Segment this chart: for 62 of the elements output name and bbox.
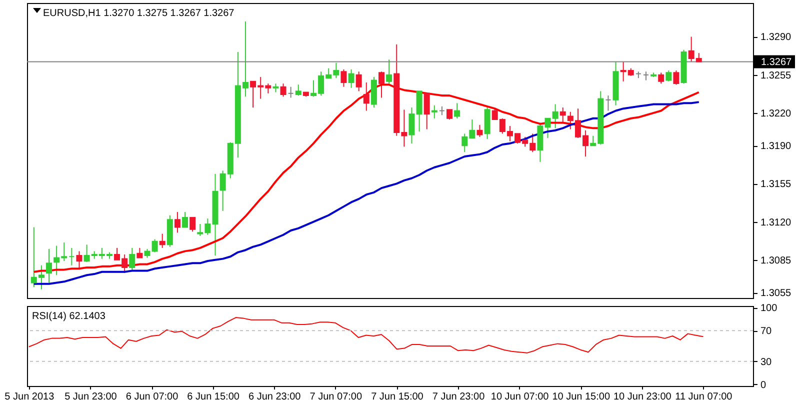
candlestick xyxy=(370,76,377,108)
candlestick xyxy=(363,82,370,112)
candlestick xyxy=(295,84,302,96)
candlestick xyxy=(348,68,354,88)
candlestick xyxy=(605,95,612,112)
y-tick-label: 1.3255 xyxy=(760,70,792,82)
candlestick xyxy=(431,104,438,119)
candlestick xyxy=(68,247,75,266)
candlestick xyxy=(340,68,347,88)
candlestick xyxy=(76,250,82,270)
y-tick-label: 30 xyxy=(760,356,772,368)
x-tick-label: 5 Jun 2013 xyxy=(4,392,55,400)
candlestick xyxy=(552,104,558,129)
candlestick xyxy=(642,71,649,81)
y-tick-label: 0 xyxy=(760,380,766,391)
y-tick-label: 100 xyxy=(760,303,778,314)
y-tick-label: 1.3120 xyxy=(760,217,792,228)
chart-title: RSI(14) 62.1403 xyxy=(32,311,106,322)
candlestick xyxy=(356,71,362,92)
candlestick xyxy=(666,70,672,82)
x-tick-label: 11 Jun 07:00 xyxy=(675,392,733,400)
candlestick xyxy=(386,59,392,84)
candlestick xyxy=(484,106,490,140)
x-tick-label: 10 Jun 07:00 xyxy=(490,392,550,400)
x-tick-label: 6 Jun 23:00 xyxy=(248,392,302,400)
y-tick-label: 1.3155 xyxy=(760,179,792,190)
x-tick-label: 7 Jun 15:00 xyxy=(371,392,424,400)
candlestick xyxy=(673,70,680,86)
candlestick xyxy=(454,102,460,119)
y-tick-label: 1.3055 xyxy=(760,288,792,300)
candlestick xyxy=(424,92,430,130)
y-tick-label: 1.3220 xyxy=(760,108,792,120)
candlestick xyxy=(159,233,166,248)
x-tick-label: 6 Jun 15:00 xyxy=(187,392,240,400)
candlestick xyxy=(560,107,566,124)
candlestick xyxy=(288,86,294,98)
y-tick-label: 1.3190 xyxy=(760,141,792,152)
candlestick xyxy=(446,109,453,120)
candlestick xyxy=(46,248,52,284)
x-tick-label: 7 Jun 07:00 xyxy=(310,392,362,400)
x-tick-label: 10 Jun 15:00 xyxy=(552,392,610,400)
candlestick xyxy=(136,247,143,258)
x-tick-label: 6 Jun 07:00 xyxy=(126,392,179,400)
candlestick xyxy=(408,107,415,144)
y-tick-label: 1.3290 xyxy=(760,32,792,44)
candlestick xyxy=(182,212,188,228)
y-tick-label: 70 xyxy=(760,326,772,338)
ref-line-label: 1.3267 xyxy=(761,56,792,68)
candlestick xyxy=(416,90,422,132)
y-tick-label: 1.3085 xyxy=(760,255,792,266)
candlestick xyxy=(658,72,664,84)
candlestick xyxy=(129,247,136,270)
candlestick xyxy=(174,212,180,234)
candlestick xyxy=(190,216,196,232)
x-tick-label: 10 Jun 23:00 xyxy=(613,392,672,400)
x-tick-label: 7 Jun 23:00 xyxy=(432,392,486,400)
candlestick xyxy=(152,238,158,253)
chart-title: EURUSD,H1 1.3270 1.3275 1.3267 1.3267 xyxy=(43,8,235,19)
x-tick-label: 5 Jun 23:00 xyxy=(64,392,118,400)
candlestick xyxy=(280,83,286,98)
candlestick xyxy=(476,124,483,138)
candlestick xyxy=(378,71,384,98)
